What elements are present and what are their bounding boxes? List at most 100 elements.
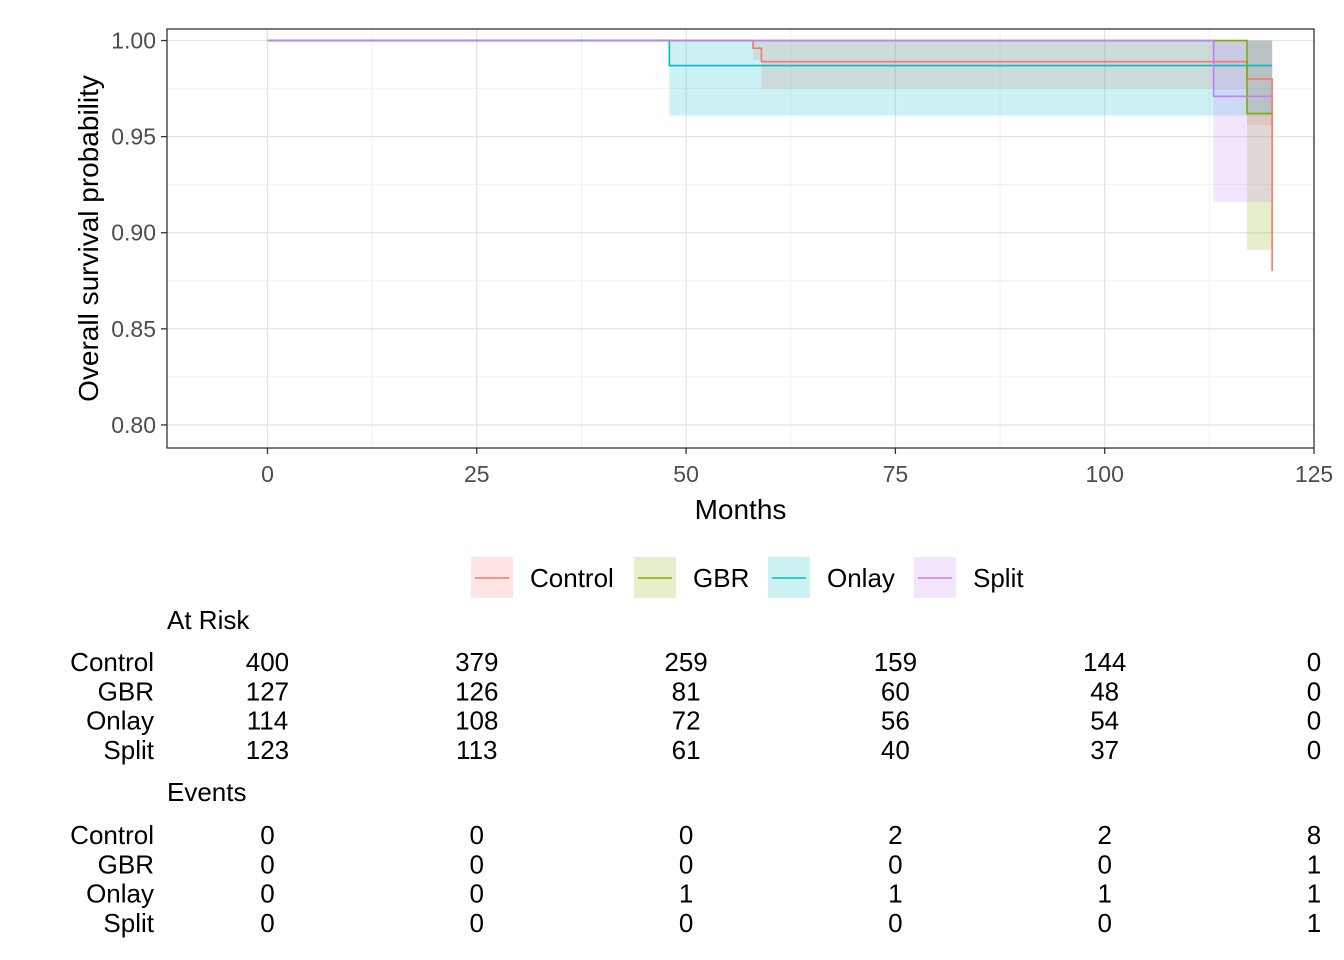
table-cell: 0 [470,849,484,879]
table-cell: 1 [1097,879,1111,909]
x-tick-label: 75 [883,461,909,487]
x-tick-label: 100 [1086,461,1124,487]
survival-curves [267,39,1273,272]
legend-item-control: Control [471,557,614,598]
table-cell: 72 [672,706,701,736]
x-tick-label: 25 [464,461,490,487]
plot-background [167,29,1314,448]
strata-label: Split [103,735,154,765]
table-cell: 0 [679,820,693,850]
table-cell: 60 [881,676,910,706]
table-cell: 1 [1307,849,1321,879]
y-tick-label: 1.00 [111,28,156,54]
table-cell: 0 [679,908,693,938]
table-cell: 144 [1083,647,1126,677]
legend-label: GBR [693,563,749,593]
table-cell: 1 [1307,879,1321,909]
plot-border [166,28,1315,449]
axes: 0 25 50 75 100 125 0.80 0.85 0.90 0.95 1.00 [111,28,1333,487]
table-cell: 40 [881,735,910,765]
table-cell: 37 [1090,735,1119,765]
table-row: Control 0 0 0 2 2 8 [70,820,1321,850]
y-axis-title: Overall survival probability [73,75,104,402]
table-cell: 127 [246,676,289,706]
legend-label: Split [973,563,1024,593]
table-cell: 113 [456,735,497,765]
table-cell: 126 [455,676,498,706]
table-cell: 54 [1090,706,1119,736]
table-row: Onlay 114 108 72 56 54 0 [86,706,1321,736]
legend: Control GBR Onlay Split [471,557,1024,598]
ci-band-onlay [669,40,1273,116]
table-cell: 0 [260,879,274,909]
curve-control [267,39,1273,272]
strata-label: Split [103,908,154,938]
table-cell: 61 [672,735,701,765]
table-cell: 0 [260,908,274,938]
plot-panel [167,29,1314,448]
table-cell: 81 [672,676,701,706]
strata-label: GBR [98,676,154,706]
ci-band-split [1213,40,1273,202]
strata-label: Control [70,647,154,677]
table-cell: 400 [246,647,289,677]
strata-label: GBR [98,849,154,879]
legend-label: Control [530,563,614,593]
table-cell: 0 [470,820,484,850]
table-cell: 108 [455,706,498,736]
table-cell: 0 [1097,908,1111,938]
table-cell: 0 [260,849,274,879]
y-tick-label: 0.90 [111,220,156,246]
x-tick-label: 50 [673,461,699,487]
x-tick-label: 0 [261,461,274,487]
table-cell: 0 [470,908,484,938]
table-cell: 123 [246,735,289,765]
table-cell: 259 [664,647,707,677]
panel-border [166,28,1315,449]
table-cell: 0 [1097,849,1111,879]
ci-band-control [1247,40,1273,126]
table-cell: 0 [1307,735,1321,765]
table-cell: 2 [1097,820,1111,850]
table-row: GBR 0 0 0 0 0 1 [98,849,1322,879]
table-cell: 0 [888,849,902,879]
strata-label: Onlay [86,706,154,736]
table-title: At Risk [167,605,250,635]
table-row: Split 0 0 0 0 0 1 [103,908,1321,938]
table-row: Onlay 0 0 1 1 1 1 [86,879,1321,909]
table-cell: 0 [260,820,274,850]
table-cell: 1 [679,879,693,909]
table-cell: 0 [679,849,693,879]
table-cell: 0 [1307,706,1321,736]
strata-label: Control [70,820,154,850]
table-title: Events [167,777,247,807]
strata-label: Onlay [86,879,154,909]
table-cell: 1 [1307,908,1321,938]
legend-label: Onlay [827,563,895,593]
legend-item-gbr: GBR [634,557,749,598]
legend-item-onlay: Onlay [768,557,895,598]
ci-band-gbr [1247,40,1273,251]
legend-item-split: Split [914,557,1024,598]
table-cell: 8 [1307,820,1321,850]
table-row: Split 123 113 61 40 37 0 [103,735,1321,765]
curve-split [267,39,1273,98]
table-cell: 114 [247,706,288,736]
ci-band-control [761,40,1248,89]
table-cell: 159 [874,647,917,677]
table-cell: 0 [1307,647,1321,677]
x-axis-title: Months [695,494,787,525]
table-cell: 0 [470,879,484,909]
ci-band-control [753,40,762,60]
table-cell: 0 [1307,676,1321,706]
table-cell: 1 [888,879,902,909]
x-tick-label: 125 [1295,461,1333,487]
table-cell: 2 [888,820,902,850]
table-cell: 379 [455,647,498,677]
table-row: GBR 127 126 81 60 48 0 [98,676,1322,706]
confidence-bands [669,40,1273,251]
